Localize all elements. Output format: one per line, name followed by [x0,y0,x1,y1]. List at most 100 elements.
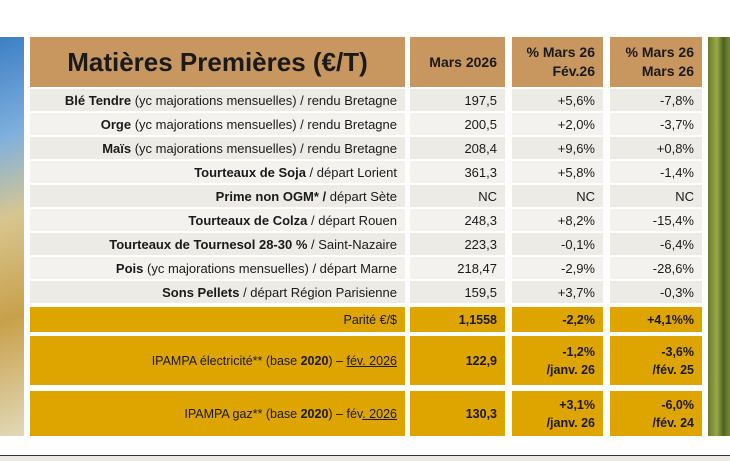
price-value: 208,4 [464,140,497,156]
ipampa-middle: ) – fév [328,406,363,421]
row-month-change: +9,6% [512,137,603,159]
ipampa-index: 130,3 [465,406,497,421]
table-title: Matières Premières (€/T) [30,37,405,87]
ipampa-middle: ) – [328,353,347,368]
price-value: 200,5 [464,116,497,132]
row-value: 200,5 [410,113,505,135]
row-label: Sons Pellets / départ Région Parisienne [30,281,405,303]
row-month-change: +2,0% [512,113,603,135]
year-change: -0,3% [660,284,694,300]
year-change: -6,4% [660,236,694,252]
ipampa-month-change: +3,1% /janv. 26 [512,391,603,436]
commodity-name: Orge [100,116,132,132]
ipampa-date: fév. 2026 [346,353,397,368]
ipampa-month-change: -1,2% /janv. 26 [512,336,603,385]
row-label: Maïs (yc majorations mensuelles) / rendu… [30,137,405,159]
col-header-month: % Mars 26 Fév.26 [512,37,603,87]
row-month-change: -2,9% [512,257,603,279]
row-label: Tourteaux de Colza / départ Rouen [30,209,405,231]
col-header-value: Mars 2026 [410,37,505,87]
commodity-name: Maïs [102,140,132,156]
price-value: 218,47 [457,260,497,276]
row-year-change: -3,7% [610,113,702,135]
month-change: +3,7% [557,284,595,300]
ipampa-year-ref: /fév. 24 [652,415,694,430]
month-change: -2,9% [561,260,595,276]
commodity-name: Tourteaux de Colza [188,212,308,228]
ipampa-index: 122,9 [465,353,497,368]
row-year-change: NC [610,185,702,207]
col-header-year: % Mars 26 Mars 26 [610,37,702,87]
year-change: NC [675,188,694,204]
year-change: +0,8% [656,140,694,156]
ipampa-date: . 2026 [362,406,397,421]
ipampa-prefix: IPAMPA électricité** (base [151,353,301,368]
parite-value: 1,1558 [410,307,505,332]
ipampa-value: 122,9 [410,336,505,385]
ipampa-year-ref: /fév. 25 [652,362,694,377]
col-header-year-line1: % Mars 26 [625,44,694,60]
row-label: Blé Tendre (yc majorations mensuelles) /… [30,89,405,111]
parite-label-text: Parité €/$ [343,312,397,327]
ipampa-prefix: IPAMPA gaz** (base [184,406,301,421]
row-month-change: +5,8% [512,161,603,183]
ipampa-year-pct: -3,6% [661,344,694,359]
commodity-detail: / départ Région Parisienne [239,284,397,300]
commodity-detail: (yc majorations mensuelles) / départ Mar… [143,260,397,276]
bottom-bar [0,455,730,461]
ipampa-value: 130,3 [410,391,505,436]
row-year-change: -0,3% [610,281,702,303]
price-value: 197,5 [464,92,497,108]
ipampa-year-change: -6,0% /fév. 24 [610,391,702,436]
col-header-month-line2: Fév.26 [552,63,595,79]
ipampa-month-ref: /janv. 26 [546,415,595,430]
row-label: Prime non OGM* / départ Sète [30,185,405,207]
commodity-detail: / Saint-Nazaire [307,236,397,252]
month-change: +8,2% [557,212,595,228]
ipampa-month-ref: /janv. 26 [546,362,595,377]
commodity-name: Sons Pellets [162,284,240,300]
year-change: -7,8% [660,92,694,108]
ipampa-month-pct: +3,1% [559,397,595,412]
price-value: NC [478,188,497,204]
row-value: NC [410,185,505,207]
row-value: 208,4 [410,137,505,159]
month-change: +5,6% [557,92,595,108]
price-value: 159,5 [464,284,497,300]
ipampa-year-change: -3,6% /fév. 25 [610,336,702,385]
commodity-name: Pois [115,260,144,276]
parite-month: -2,2% [512,307,603,332]
row-value: 248,3 [410,209,505,231]
row-label: Tourteaux de Tournesol 28-30 % / Saint-N… [30,233,405,255]
ipampa-label: IPAMPA gaz** (base 2020) – fév. 2026 [30,391,405,436]
row-year-change: -28,6% [610,257,702,279]
parite-label: Parité €/$ [30,307,405,332]
parite-year: +4,1%% [610,307,702,332]
year-change: -15,4% [652,212,694,228]
ipampa-base-year: 2020 [300,353,329,368]
commodity-detail: (yc majorations mensuelles) / rendu Bret… [131,116,397,132]
row-label: Pois (yc majorations mensuelles) / dépar… [30,257,405,279]
month-change: +5,8% [557,164,595,180]
commodity-name: Prime non OGM* / [215,188,327,204]
year-change: -3,7% [660,116,694,132]
row-value: 218,47 [410,257,505,279]
wheat-image-right [708,37,730,436]
month-change: NC [576,188,595,204]
col-header-month-line1: % Mars 26 [526,44,595,60]
row-year-change: -15,4% [610,209,702,231]
row-value: 223,3 [410,233,505,255]
row-month-change: NC [512,185,603,207]
row-year-change: -6,4% [610,233,702,255]
row-year-change: -7,8% [610,89,702,111]
row-month-change: +8,2% [512,209,603,231]
month-change: -0,1% [561,236,595,252]
row-label: Orge (yc majorations mensuelles) / rendu… [30,113,405,135]
row-year-change: +0,8% [610,137,702,159]
price-value: 223,3 [464,236,497,252]
row-month-change: +5,6% [512,89,603,111]
commodity-detail: / départ Lorient [305,164,397,180]
row-label: Tourteaux de Soja / départ Lorient [30,161,405,183]
year-change: -28,6% [652,260,694,276]
commodity-name: Tourteaux de Soja [194,164,306,180]
